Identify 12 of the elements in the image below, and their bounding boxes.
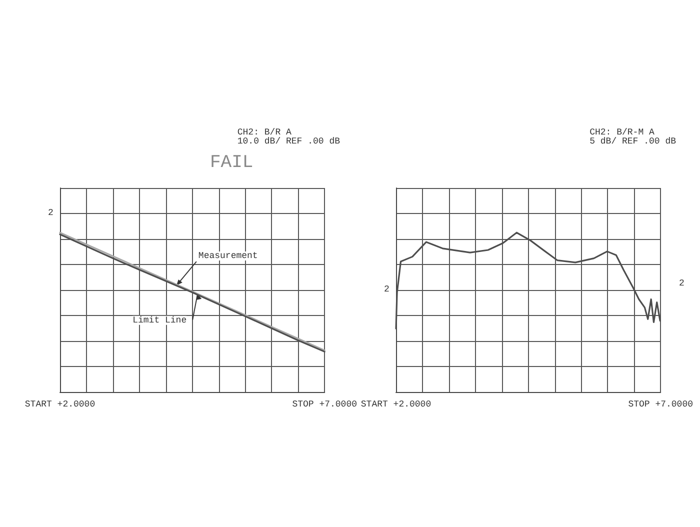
x-tick-label: STOP +7.0000 xyxy=(292,400,357,410)
x-tick-label: START +2.0000 xyxy=(24,400,96,410)
text: 2 xyxy=(384,284,390,294)
chart-subtitle: CH2: B/R A 10.0 dB/ REF .00 dB xyxy=(237,128,341,146)
annotation: Measurement xyxy=(198,251,258,262)
text: 2 xyxy=(679,278,684,288)
x-tick-label: START +2.0000 xyxy=(360,400,432,410)
chart-title: FAIL xyxy=(210,153,254,173)
chart-subtitle: CH2: B/R-M A 5 dB/ REF .00 dB xyxy=(590,128,677,146)
x-tick-label: STOP +7.0000 xyxy=(628,400,693,410)
annotation: Limit Line xyxy=(132,315,187,326)
text: 2 xyxy=(48,208,54,218)
